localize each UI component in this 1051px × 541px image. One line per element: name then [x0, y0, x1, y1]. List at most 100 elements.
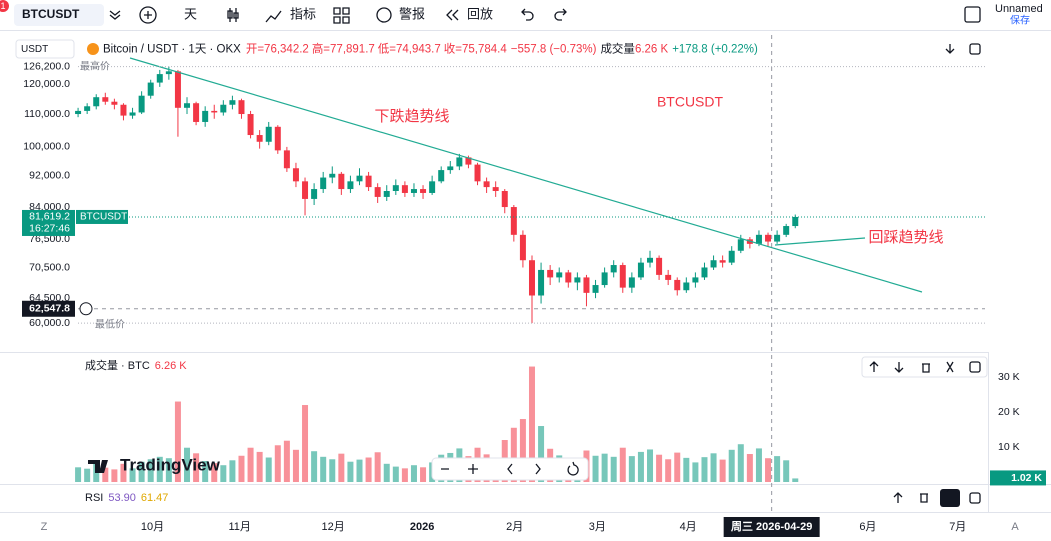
- volume-bar: [75, 467, 82, 482]
- x-tick-label: 2月: [506, 521, 523, 533]
- compare-icon[interactable]: [109, 10, 121, 20]
- last-price: 81,619.2: [29, 211, 70, 223]
- candle-body: [120, 104, 127, 116]
- volume-bar: [292, 449, 299, 482]
- x-tick-label: 7月: [949, 521, 966, 533]
- add-icon[interactable]: [139, 6, 157, 24]
- rsi-toggle[interactable]: [940, 489, 960, 507]
- pane-down-icon[interactable]: [945, 44, 955, 54]
- countdown: 16:27:46: [29, 223, 70, 235]
- candle-body: [547, 269, 554, 278]
- candle-body: [102, 97, 109, 102]
- candle-body: [302, 181, 309, 199]
- candle-body: [329, 173, 336, 178]
- candle-body: [755, 234, 762, 244]
- x-tick-label: 2026: [410, 521, 434, 533]
- volume-bar: [129, 468, 136, 482]
- volume-bar: [792, 478, 799, 482]
- legend-change: −557.8 (−0.73%): [511, 44, 597, 56]
- candle-body: [274, 126, 281, 151]
- layout-name[interactable]: Unnamed: [995, 3, 1043, 15]
- volume-bar: [710, 453, 717, 482]
- volume-bar: [674, 452, 681, 482]
- candle-body: [383, 190, 390, 197]
- currency-select[interactable]: [15, 39, 75, 59]
- logo-mark: [88, 460, 108, 473]
- candle-body: [392, 185, 399, 191]
- legend-volume-change: +178.8 (+0.22%): [672, 44, 758, 56]
- undo-icon[interactable]: [521, 8, 534, 21]
- volume-bar: [737, 444, 744, 482]
- y-tick-label: 100,000.0: [23, 141, 70, 153]
- pane-max-icon[interactable]: [969, 43, 981, 55]
- candle-body: [538, 269, 545, 296]
- symbol[interactable]: BTCUSDT: [22, 7, 80, 21]
- volume-bar: [111, 469, 118, 482]
- symbol-search[interactable]: [14, 4, 104, 26]
- volume-bar: [320, 456, 327, 482]
- indicators[interactable]: 指标: [290, 6, 316, 21]
- candle-body: [229, 100, 236, 105]
- volume-bar: [392, 466, 399, 482]
- replay-icon[interactable]: [446, 9, 459, 21]
- x-tick-label: 6月: [859, 521, 876, 533]
- candle-body: [447, 166, 454, 171]
- pane-max-icon[interactable]: [969, 361, 981, 373]
- candle-body: [438, 170, 445, 182]
- y-tick-label: 120,000.0: [23, 78, 70, 90]
- logo-text: TradingView: [120, 455, 221, 474]
- pane-buttons[interactable]: [869, 361, 954, 373]
- candle-body: [737, 239, 744, 251]
- candle-body: [710, 260, 717, 268]
- rsi-buttons[interactable]: [893, 492, 928, 503]
- pane-max-icon[interactable]: [969, 492, 981, 504]
- volume-bar: [383, 463, 390, 482]
- alert-icon[interactable]: [376, 7, 392, 23]
- volume-bar: [765, 458, 772, 482]
- volume-bar: [401, 468, 408, 482]
- volume-bar: [719, 459, 726, 482]
- candle-body: [320, 177, 327, 190]
- indicator-icon[interactable]: [265, 10, 282, 23]
- rsi-name: RSI: [85, 492, 103, 504]
- zoom-buttons[interactable]: [441, 461, 579, 476]
- volume-bar: [302, 405, 309, 482]
- candle-body: [510, 207, 517, 235]
- chart-type-icon[interactable]: [227, 8, 239, 22]
- volume-last-box: [990, 470, 1046, 486]
- replay[interactable]: 回放: [467, 6, 493, 21]
- crosshair-y-box: [22, 300, 75, 317]
- volume-bar: [647, 449, 654, 482]
- candle-body: [283, 150, 290, 169]
- volume-bar: [338, 453, 345, 482]
- candle-body: [147, 82, 154, 96]
- alert[interactable]: 警报: [399, 6, 425, 21]
- candle-body: [220, 104, 227, 113]
- candle-body: [628, 277, 635, 288]
- symbol-tag-text: BTCUSDT: [80, 212, 127, 223]
- volume-bar: [692, 462, 699, 482]
- candle-body: [492, 187, 499, 191]
- candle-body: [592, 285, 599, 293]
- zoom-controls: [431, 457, 589, 481]
- redo-icon[interactable]: [554, 8, 567, 21]
- volume-bar: [637, 451, 644, 482]
- legend-volume: 6.26 K: [635, 44, 669, 56]
- candle-body: [656, 257, 663, 275]
- volume-bar: [410, 465, 417, 482]
- legend-open: 开=76,342.2: [246, 44, 309, 56]
- y-tick-label: 126,200.0: [23, 60, 70, 72]
- fullscreen-checkbox[interactable]: [964, 6, 981, 23]
- layout-icon[interactable]: [333, 7, 350, 24]
- candle-body: [129, 112, 136, 116]
- candle-body: [174, 71, 181, 108]
- currency[interactable]: USDT: [21, 44, 48, 55]
- legend-close: 收=75,784.4: [444, 42, 508, 56]
- interval[interactable]: 天: [184, 6, 197, 21]
- save[interactable]: 保存: [1010, 14, 1030, 27]
- x-tick-label: 3月: [589, 521, 606, 533]
- volume-bar: [510, 427, 517, 482]
- volume-bar: [329, 459, 336, 482]
- toolbar: [0, 0, 1051, 30]
- candle-body: [184, 103, 191, 108]
